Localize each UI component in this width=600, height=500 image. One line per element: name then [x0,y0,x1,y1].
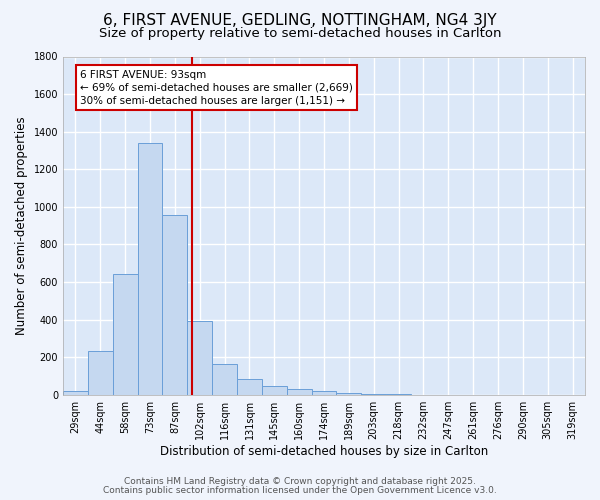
X-axis label: Distribution of semi-detached houses by size in Carlton: Distribution of semi-detached houses by … [160,444,488,458]
Bar [212,364,237,394]
Y-axis label: Number of semi-detached properties: Number of semi-detached properties [15,116,28,335]
Text: Contains HM Land Registry data © Crown copyright and database right 2025.: Contains HM Land Registry data © Crown c… [124,477,476,486]
Bar [88,352,113,395]
Bar [113,274,137,394]
Bar [163,216,187,394]
Bar [337,393,361,394]
Bar [187,322,212,394]
Bar [311,392,337,394]
Text: 6 FIRST AVENUE: 93sqm
← 69% of semi-detached houses are smaller (2,669)
30% of s: 6 FIRST AVENUE: 93sqm ← 69% of semi-deta… [80,70,353,106]
Text: 6, FIRST AVENUE, GEDLING, NOTTINGHAM, NG4 3JY: 6, FIRST AVENUE, GEDLING, NOTTINGHAM, NG… [103,12,497,28]
Text: Contains public sector information licensed under the Open Government Licence v3: Contains public sector information licen… [103,486,497,495]
Bar [287,389,311,394]
Bar [262,386,287,394]
Bar [63,391,88,394]
Text: Size of property relative to semi-detached houses in Carlton: Size of property relative to semi-detach… [99,28,501,40]
Bar [237,378,262,394]
Bar [137,143,163,395]
